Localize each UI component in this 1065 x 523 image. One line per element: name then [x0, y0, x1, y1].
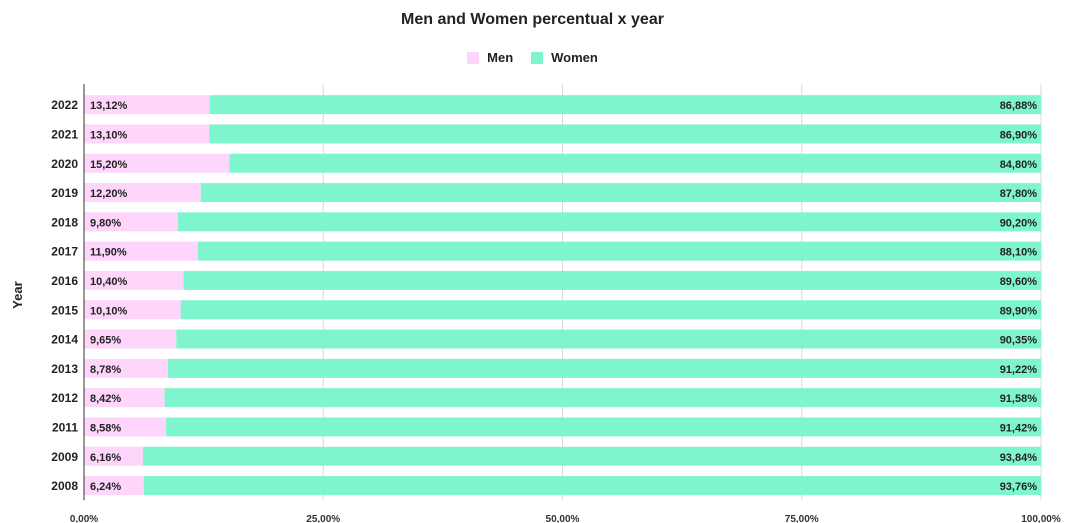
y-tick-label: 2016: [51, 274, 78, 288]
data-label-women: 90,35%: [1000, 335, 1038, 347]
data-label-men: 11,90%: [90, 247, 127, 259]
bar-women-2015: [180, 300, 1042, 320]
y-tick-label: 2012: [51, 391, 78, 405]
data-label-men: 13,10%: [90, 129, 128, 141]
data-label-women: 86,88%: [1000, 100, 1038, 112]
y-tick-label: 2008: [51, 479, 78, 493]
data-label-women: 89,90%: [1000, 305, 1038, 317]
legend-label-men: Men: [487, 50, 514, 65]
data-label-men: 8,58%: [90, 422, 121, 434]
bar-men-2017: [84, 241, 198, 261]
bar-men-2019: [84, 183, 201, 203]
data-label-women: 86,90%: [1000, 129, 1038, 141]
data-label-men: 9,65%: [90, 335, 121, 347]
x-tick-label: 50,00%: [546, 514, 580, 523]
x-tick-label: 25,00%: [306, 514, 340, 523]
data-label-men: 10,40%: [90, 276, 128, 288]
bar-women-2013: [168, 358, 1041, 378]
y-tick-label: 2020: [51, 157, 78, 171]
data-label-women: 91,58%: [1000, 393, 1038, 405]
data-label-men: 9,80%: [90, 217, 121, 229]
legend-swatch-women: [531, 51, 544, 64]
bar-men-2021: [84, 124, 210, 144]
bar-men-2009: [84, 446, 143, 466]
bar-women-2008: [143, 476, 1041, 496]
data-label-women: 89,60%: [1000, 276, 1038, 288]
data-label-men: 12,20%: [90, 188, 128, 200]
legend: Men Women: [0, 50, 1065, 65]
legend-label-women: Women: [551, 50, 598, 65]
bar-women-2021: [209, 124, 1041, 144]
x-tick-label: 0,00%: [70, 514, 98, 523]
bar-women-2019: [200, 183, 1041, 203]
y-tick-label: 2011: [52, 420, 78, 434]
bar-men-2016: [84, 270, 184, 290]
y-tick-label: 2022: [51, 98, 78, 112]
bar-women-2011: [166, 417, 1041, 437]
y-tick-label: 2014: [51, 333, 78, 347]
y-tick-label: 2021: [51, 127, 78, 141]
data-label-women: 90,20%: [1000, 217, 1038, 229]
bar-women-2022: [209, 95, 1041, 115]
data-label-women: 93,76%: [1000, 481, 1038, 493]
bar-women-2020: [229, 153, 1042, 173]
bar-men-2012: [84, 388, 165, 408]
bar-women-2016: [183, 270, 1041, 290]
bar-men-2014: [84, 329, 177, 349]
bar-men-2015: [84, 300, 181, 320]
data-label-men: 8,78%: [90, 364, 121, 376]
bar-women-2009: [142, 446, 1042, 466]
legend-swatch-men: [467, 51, 480, 64]
legend-item-women[interactable]: Women: [531, 50, 598, 65]
y-tick-label: 2015: [51, 303, 78, 317]
y-axis-title: Year: [10, 281, 25, 308]
data-label-men: 6,16%: [90, 452, 121, 464]
data-label-men: 8,42%: [90, 393, 121, 405]
data-label-men: 13,12%: [90, 100, 128, 112]
data-label-men: 10,10%: [90, 305, 128, 317]
data-label-women: 88,10%: [1000, 247, 1038, 259]
bar-women-2014: [176, 329, 1042, 349]
y-tick-label: 2017: [51, 245, 78, 259]
bar-men-2013: [84, 358, 169, 378]
chart-title: Men and Women percentual x year: [401, 11, 664, 28]
data-label-women: 93,84%: [1000, 452, 1038, 464]
y-tick-label: 2018: [51, 215, 78, 229]
data-label-men: 15,20%: [90, 159, 128, 171]
y-tick-label: 2019: [51, 186, 78, 200]
bar-men-2008: [84, 476, 144, 496]
data-label-women: 91,22%: [1000, 364, 1038, 376]
y-tick-label: 2009: [51, 450, 78, 464]
bar-men-2020: [84, 153, 230, 173]
bar-men-2022: [84, 95, 210, 115]
bar-men-2018: [84, 212, 178, 232]
bar-women-2018: [177, 212, 1041, 232]
data-label-men: 6,24%: [90, 481, 121, 493]
data-label-women: 87,80%: [1000, 188, 1038, 200]
data-label-women: 91,42%: [1000, 422, 1038, 434]
legend-item-men[interactable]: Men: [467, 50, 513, 65]
data-label-women: 84,80%: [1000, 159, 1038, 171]
bar-women-2017: [197, 241, 1041, 261]
bar-men-2011: [84, 417, 167, 437]
y-tick-label: 2013: [51, 362, 78, 376]
bar-women-2012: [164, 388, 1041, 408]
x-tick-label: 75,00%: [785, 514, 819, 523]
x-tick-label: 100,00%: [1021, 514, 1061, 523]
